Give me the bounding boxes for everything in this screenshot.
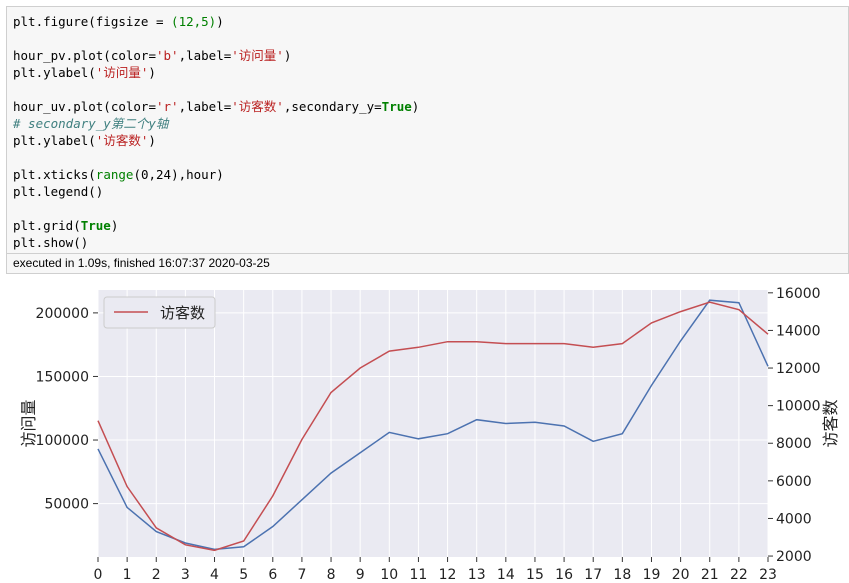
x-tick-label: 11 [410,567,428,583]
legend-label: 访客数 [160,304,205,322]
code-token: # secondary_y第二个y轴 [13,116,169,131]
x-tick-label: 18 [613,567,631,583]
right-y-tick-label: 6000 [776,474,812,490]
code-token: ,label= [178,99,232,114]
series-line-pageviews [97,299,769,551]
grid [97,290,769,557]
x-tick-label: 12 [439,567,457,583]
right-y-tick-label: 10000 [776,399,821,415]
left-y-tick-label: 50000 [44,497,89,513]
code-line: plt.grid(True) [13,217,842,234]
code-token: (0,24),hour) [133,167,224,182]
code-line: plt.ylabel('访问量') [13,64,842,81]
plot-area [98,290,768,557]
code-token: '访问量' [231,48,284,63]
code-token: '访客数' [231,99,284,114]
right-y-tick-label: 2000 [776,549,812,565]
x-tick-label: 22 [730,567,748,583]
code-token: 'b' [156,48,179,63]
code-line: # secondary_y第二个y轴 [13,115,842,132]
code-token: plt.xticks( [13,167,96,182]
code-token: plt.ylabel( [13,65,96,80]
code-token: hour_uv.plot(color= [13,99,156,114]
legend-box [103,296,216,329]
x-tick-label: 14 [497,567,515,583]
code-token: ) [216,14,224,29]
right-y-tick-label: 8000 [776,436,812,452]
series-lines [97,299,769,552]
code-line: plt.show() [13,234,842,251]
code-token: ,secondary_y= [283,99,382,114]
code-cell[interactable]: plt.figure(figsize = (12,5)) hour_pv.plot… [6,6,849,254]
x-tick-label: 4 [210,567,219,583]
series-line-visitors [97,301,769,552]
right-y-tick-label: 4000 [776,511,812,527]
code-token: range [95,167,134,182]
code-token: ,label= [178,48,232,63]
code-token: ) [110,218,119,233]
x-tick-label: 6 [268,567,277,583]
code-token: plt.figure(figsize = [13,14,172,29]
code-token: '访问量' [95,65,149,80]
code-line: plt.ylabel('访客数') [13,132,842,149]
code-token: plt.show() [13,235,89,250]
code-token: ) [148,65,156,80]
x-tick-label: 23 [759,567,777,583]
x-tick-label: 16 [555,567,573,583]
code-token: True [80,218,111,233]
left-y-axis: 50000 100000 150000 200000 [36,306,98,513]
x-tick-label: 19 [643,567,661,583]
x-tick-label: 0 [94,567,103,583]
code-line [13,30,842,47]
line-chart: 0 1 2 3 4 5 6 7 8 9 10 11 12 13 14 15 16 17 18 19 20 21 22 23 5… [19,286,840,583]
x-tick-label: 3 [181,567,190,583]
code-token: ) [148,133,156,148]
code-line [13,149,842,166]
right-y-axis: 2000 4000 6000 8000 10000 12000 14000 16000 [768,286,821,565]
right-y-tick-label: 12000 [776,361,821,377]
x-tick-label: 1 [123,567,132,583]
left-y-tick-label: 150000 [36,369,89,385]
code-token: hour_pv.plot(color= [13,48,156,63]
x-tick-label: 21 [701,567,719,583]
code-line: hour_uv.plot(color='r',label='访客数',secon… [13,98,842,115]
left-y-axis-label: 访问量 [19,399,38,447]
code-token: plt.grid( [13,218,81,233]
left-y-tick-label: 100000 [36,433,89,449]
code-token: 'r' [156,99,179,114]
x-axis: 0 1 2 3 4 5 6 7 8 9 10 11 12 13 14 15 16 17 18 19 20 21 22 23 [94,557,777,583]
x-tick-label: 9 [356,567,365,583]
x-tick-label: 20 [672,567,690,583]
code-token: plt.ylabel( [13,133,96,148]
x-tick-label: 8 [327,567,336,583]
code-token: (12,5) [171,14,217,29]
right-y-axis-label: 访客数 [821,399,840,447]
x-tick-label: 17 [584,567,602,583]
x-tick-label: 15 [526,567,544,583]
x-tick-label: 7 [297,567,306,583]
code-token: plt.legend() [13,184,104,199]
code-line: plt.xticks(range(0,24),hour) [13,166,842,183]
code-token: ) [411,99,420,114]
code-line [13,200,842,217]
code-token: '访客数' [95,133,149,148]
execution-status: executed in 1.09s, finished 16:07:37 202… [6,254,849,274]
x-tick-label: 13 [468,567,486,583]
x-tick-label: 10 [380,567,398,583]
code-token: True [381,99,412,114]
code-token: ) [283,48,292,63]
code-line [13,81,842,98]
x-tick-label: 5 [239,567,248,583]
x-tick-label: 2 [152,567,161,583]
left-y-tick-label: 200000 [36,306,89,322]
code-line: hour_pv.plot(color='b',label='访问量') [13,47,842,64]
right-y-tick-label: 16000 [776,286,821,302]
code-line: plt.figure(figsize = (12,5)) [13,13,842,30]
code-line: plt.legend() [13,183,842,200]
right-y-tick-label: 14000 [776,323,821,339]
legend: 访客数 [103,296,216,329]
